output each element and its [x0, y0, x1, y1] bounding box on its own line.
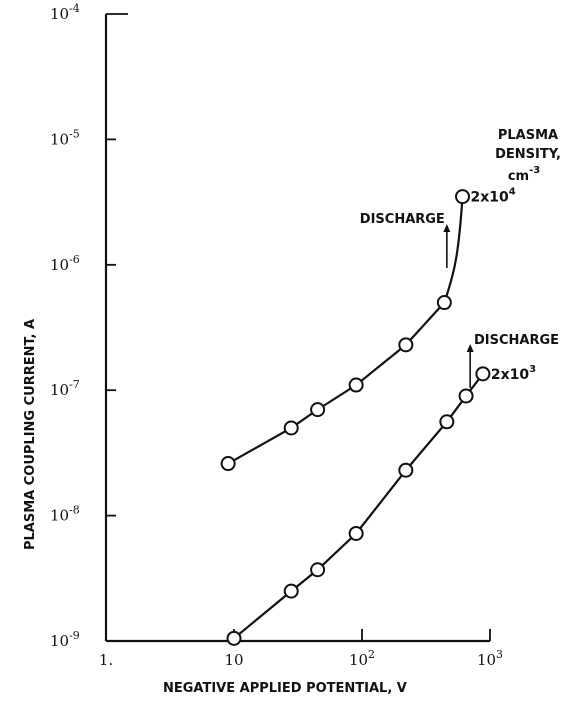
data-point — [283, 583, 299, 599]
series-group: 2x104 2x103 — [220, 187, 536, 646]
y-tick-label: 10-6 — [50, 253, 80, 274]
data-point — [398, 337, 414, 353]
data-point — [310, 402, 326, 418]
x-tick-label: 103 — [477, 648, 503, 669]
y-ticks: 10-9 10-8 10-7 10-6 10-5 10-4 — [50, 2, 128, 650]
data-point — [455, 189, 471, 205]
discharge-label: DISCHARGE — [474, 333, 559, 348]
data-point — [283, 420, 299, 436]
x-ticks: 1. 10 102 103 — [99, 629, 503, 669]
y-tick-label: 10-5 — [50, 127, 80, 148]
legend-title-line: DENSITY, — [495, 147, 561, 162]
data-point — [348, 525, 364, 541]
x-tick-label: 10 — [224, 651, 243, 669]
data-point — [458, 388, 474, 404]
y-tick-label: 10-8 — [50, 504, 80, 525]
y-axis-label: PLASMA COUPLING CURRENT, A — [23, 319, 38, 550]
data-point — [398, 462, 414, 478]
x-axis-label: NEGATIVE APPLIED POTENTIAL, V — [163, 681, 407, 696]
series-label: 2x104 — [471, 187, 516, 206]
series-line — [233, 373, 484, 640]
y-tick-label: 10-9 — [50, 629, 80, 650]
legend-title-line: PLASMA — [498, 128, 558, 143]
discharge-label: DISCHARGE — [360, 212, 445, 227]
y-tick-label: 10-7 — [50, 378, 80, 399]
annotations: PLASMA DENSITY, cm-3 DISCHARGE DISCHARGE — [360, 128, 561, 388]
legend-title-unit: cm-3 — [508, 165, 540, 184]
data-point — [439, 414, 455, 430]
data-point — [220, 456, 236, 472]
data-point — [475, 366, 491, 382]
arrow-head — [466, 344, 474, 352]
series-line — [227, 196, 464, 465]
y-tick-label: 10-4 — [50, 2, 80, 23]
series-label: 2x103 — [491, 364, 536, 383]
data-point — [226, 630, 242, 646]
arrow-head — [443, 224, 451, 232]
axes — [104, 14, 490, 643]
data-point — [348, 377, 364, 393]
x-tick-label: 1. — [99, 651, 113, 669]
data-point — [436, 295, 452, 311]
data-point — [310, 562, 326, 578]
x-tick-label: 102 — [349, 648, 375, 669]
